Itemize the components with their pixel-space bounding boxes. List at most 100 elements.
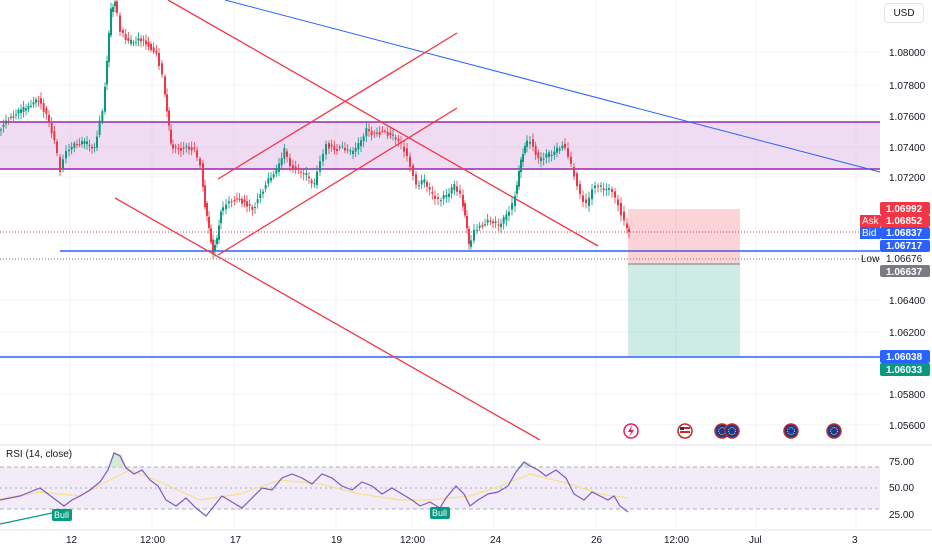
- tag-1: 1.06992: [886, 204, 923, 215]
- time-axis[interactable]: 12 12:00 17 19 12:00 24 26 12:00 Jul 3: [0, 529, 932, 546]
- candle-body: [15, 114, 17, 116]
- candle-body: [484, 224, 486, 226]
- candle-body: [481, 225, 484, 227]
- candle-body: [614, 191, 616, 198]
- candle-body: [124, 34, 127, 40]
- candle-body: [155, 50, 158, 54]
- candle-body: [259, 193, 262, 199]
- candle-body: [112, 6, 114, 12]
- candle-body: [558, 148, 561, 151]
- candle-body: [70, 146, 73, 150]
- candle-body: [428, 186, 431, 190]
- candle-body: [365, 128, 368, 137]
- candle-body: [319, 161, 321, 172]
- candle-body: [556, 147, 558, 153]
- price-tick: 1.07200: [889, 173, 926, 184]
- candle-body: [251, 206, 254, 210]
- candle-body: [88, 145, 91, 147]
- candle-body: [243, 199, 246, 203]
- candle-body: [520, 159, 522, 173]
- candle-body: [508, 211, 510, 216]
- candle-body: [17, 110, 20, 114]
- candle-body: [445, 194, 448, 198]
- price-tick: 1.08000: [889, 48, 926, 59]
- eu-flag-icon[interactable]: [826, 423, 842, 439]
- candlesticks[interactable]: [0, 0, 630, 259]
- candle-body: [415, 174, 417, 185]
- candle-body: [310, 180, 313, 184]
- blue-trendline[interactable]: [224, 0, 881, 173]
- candle-body: [150, 43, 152, 51]
- candle-body: [204, 185, 206, 207]
- eu-flag-icon[interactable]: [783, 423, 799, 439]
- candle-body: [275, 168, 278, 174]
- price-tick: 1.05600: [889, 421, 926, 432]
- candle-body: [233, 199, 236, 202]
- candle-body: [76, 144, 78, 146]
- eu-flag-icon[interactable]: [724, 423, 740, 439]
- resistance-zone[interactable]: [0, 122, 880, 169]
- price-tick: 1.06200: [889, 328, 926, 339]
- currency-button[interactable]: USD: [884, 3, 924, 23]
- candle-body: [412, 165, 414, 176]
- candle-body: [526, 140, 528, 147]
- candle-body: [130, 39, 132, 44]
- candle-body: [158, 53, 160, 67]
- bid-label: Bid: [862, 228, 876, 239]
- rsi-title[interactable]: RSI (14, close): [6, 449, 72, 460]
- rsi-pane[interactable]: Bull Bull RSI (14, close) 75.00 50.00 25…: [0, 449, 914, 525]
- us-flag-icon[interactable]: [677, 423, 693, 439]
- candle-body: [135, 41, 137, 43]
- rsi-tick: 25.00: [889, 510, 914, 521]
- rsi-line: [0, 452, 629, 517]
- candle-body: [56, 141, 58, 154]
- economic-events: [623, 423, 842, 439]
- candle-body: [338, 146, 341, 148]
- candle-body: [322, 153, 324, 162]
- red-channel[interactable]: [114, 0, 599, 441]
- time-label: 12:00: [140, 535, 165, 546]
- price-tags: 1.06992 Ask 1.06852 Bid 1.06837 1.06717 …: [860, 202, 930, 376]
- candle-body: [166, 94, 168, 112]
- candle-body: [392, 134, 394, 136]
- candle-body: [199, 158, 201, 166]
- candle-body: [448, 193, 450, 197]
- take-profit-zone[interactable]: [628, 264, 740, 356]
- tag-8: 1.06033: [886, 365, 923, 376]
- candle-body: [354, 148, 357, 152]
- candle-body: [373, 132, 376, 134]
- time-label: 12:00: [664, 535, 689, 546]
- candle-body: [456, 186, 458, 192]
- candle-body: [147, 41, 150, 47]
- bull-signal: Bull: [0, 509, 72, 525]
- candle-body: [611, 188, 613, 192]
- candle-body: [389, 132, 392, 135]
- bull-label: Bull: [54, 510, 69, 520]
- candle-body: [628, 228, 630, 233]
- rsi-overbought-fill: [110, 452, 126, 467]
- tag-4: 1.06717: [886, 241, 923, 252]
- candle-body: [68, 149, 70, 152]
- price-tick: 1.05800: [889, 390, 926, 401]
- candle-body: [53, 131, 56, 140]
- candle-body: [400, 141, 402, 144]
- candle-body: [292, 165, 294, 169]
- candle-body: [497, 224, 500, 226]
- candle-body: [576, 173, 578, 187]
- stop-loss-zone[interactable]: [628, 209, 740, 264]
- candle-body: [35, 99, 37, 103]
- candle-body: [462, 195, 464, 207]
- time-label: 26: [591, 535, 603, 546]
- candle-body: [384, 130, 386, 132]
- candle-body: [349, 150, 352, 152]
- candle-body: [62, 159, 64, 169]
- candle-body: [352, 150, 354, 154]
- candle-body: [418, 185, 420, 187]
- candle-body: [594, 185, 596, 189]
- candle-body: [180, 148, 182, 151]
- grid: [0, 0, 880, 530]
- lightning-event-icon[interactable]: [623, 423, 639, 439]
- candle-body: [256, 199, 259, 204]
- time-label: 3: [852, 535, 858, 546]
